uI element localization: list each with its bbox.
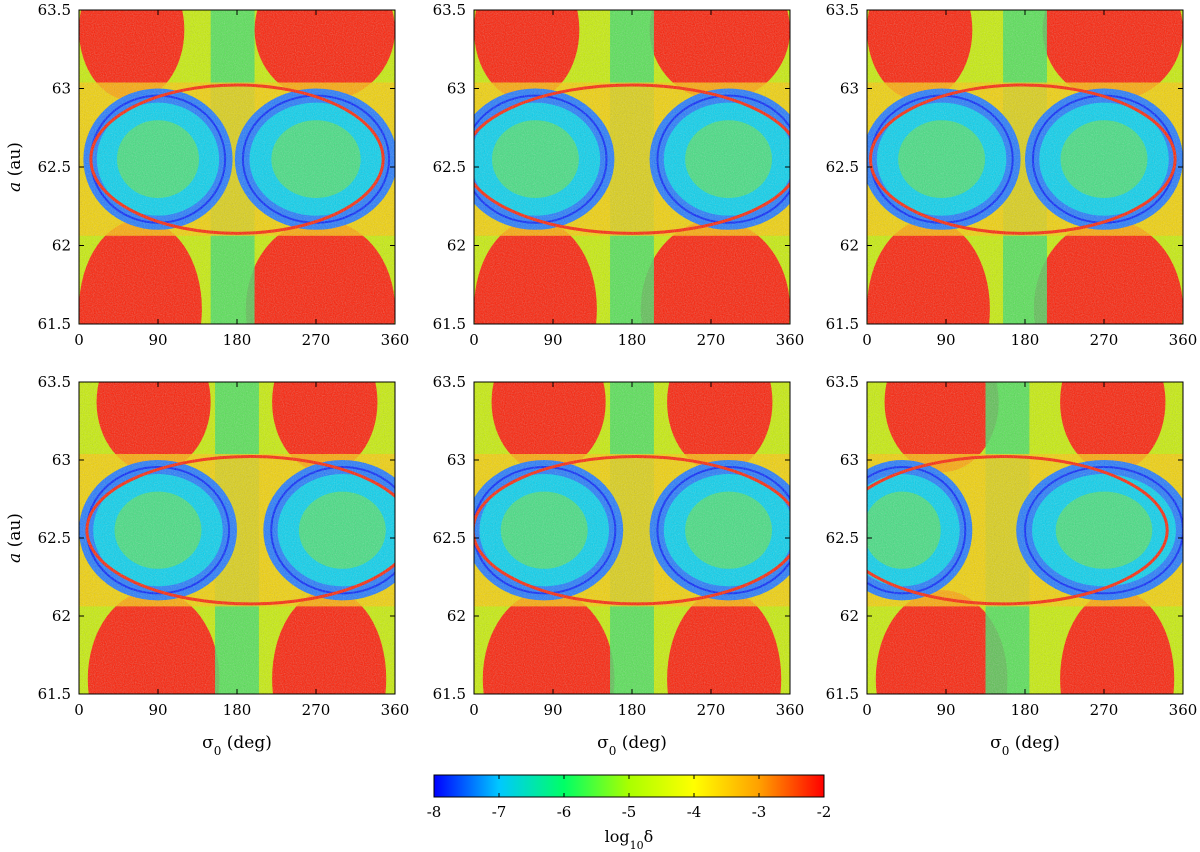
panel-grid: 0 90 180 270 360 61.5 62 62.5 63 63.5 0 90 180 270 360… xyxy=(38,1,1198,719)
panel-bottom-left: 0 90 180 270 360 61.5 62 62.5 63 63.5 xyxy=(38,373,410,719)
heatmap-top-right xyxy=(867,10,1183,324)
colorbar-label: log10δ xyxy=(605,827,654,852)
speckle-overlay xyxy=(474,10,790,324)
y-tick-label: 62 xyxy=(447,237,466,255)
y-axis-label: a (au) xyxy=(5,513,25,563)
x-tick-label: 270 xyxy=(697,331,726,349)
y-tick-label: 63.5 xyxy=(38,373,71,391)
heatmap-top-middle xyxy=(474,10,790,324)
speckle-overlay xyxy=(867,382,1183,694)
speckle-overlay xyxy=(867,10,1183,324)
panel-top-right: 0 90 180 270 360 61.5 62 62.5 63 63.5 xyxy=(826,1,1198,349)
y-tick-label: 61.5 xyxy=(433,315,466,333)
y-tick-label: 63.5 xyxy=(826,373,859,391)
colorbar-tick-label: -3 xyxy=(752,803,767,821)
x-tick-label: 0 xyxy=(862,701,872,719)
y-tick-label: 62 xyxy=(52,237,71,255)
panel-bottom-right: 0 90 180 270 360 61.5 62 62.5 63 63.5 xyxy=(826,373,1198,719)
x-tick-label: 360 xyxy=(381,701,410,719)
heatmap-top-left xyxy=(79,10,395,324)
panel-bottom-middle: 0 90 180 270 360 61.5 62 62.5 63 63.5 xyxy=(433,373,805,719)
x-tick-label: 360 xyxy=(1169,331,1198,349)
y-tick-label: 62 xyxy=(52,607,71,625)
x-tick-label: 0 xyxy=(74,701,84,719)
x-tick-label: 360 xyxy=(381,331,410,349)
x-tick-label: 90 xyxy=(936,331,955,349)
y-tick-label: 62 xyxy=(840,237,859,255)
y-tick-label: 61.5 xyxy=(433,685,466,703)
x-tick-label: 360 xyxy=(776,701,805,719)
y-tick-label: 61.5 xyxy=(38,685,71,703)
x-tick-label: 90 xyxy=(543,701,562,719)
y-tick-label: 63.5 xyxy=(433,373,466,391)
x-tick-label: 0 xyxy=(862,331,872,349)
colorbar-tick-label: -4 xyxy=(687,803,702,821)
x-tick-label: 0 xyxy=(469,701,479,719)
y-tick-label: 63 xyxy=(52,451,71,469)
x-tick-label: 180 xyxy=(618,331,647,349)
y-tick-label: 62.5 xyxy=(38,529,71,547)
y-tick-label: 61.5 xyxy=(826,685,859,703)
x-tick-label: 0 xyxy=(469,331,479,349)
y-tick-label: 63 xyxy=(447,451,466,469)
y-tick-label: 63.5 xyxy=(38,1,71,19)
x-tick-label: 180 xyxy=(223,701,252,719)
x-axis-label: σ0 (deg) xyxy=(597,733,667,758)
x-tick-label: 270 xyxy=(1090,701,1119,719)
x-tick-label: 90 xyxy=(148,701,167,719)
y-tick-label: 62.5 xyxy=(826,529,859,547)
x-tick-label: 90 xyxy=(543,331,562,349)
colorbar: -8 -7 -6 -5 -4 -3 -2 log10δ xyxy=(427,774,832,852)
x-axis-label: σ0 (deg) xyxy=(202,733,272,758)
heatmap-bottom-left xyxy=(79,382,395,694)
y-tick-label: 63 xyxy=(52,80,71,98)
x-tick-label: 90 xyxy=(148,331,167,349)
x-tick-label: 360 xyxy=(1169,701,1198,719)
y-tick-label: 62 xyxy=(447,607,466,625)
y-tick-label: 62.5 xyxy=(433,158,466,176)
y-tick-label: 62.5 xyxy=(38,158,71,176)
y-tick-label: 62.5 xyxy=(433,529,466,547)
y-tick-label: 63.5 xyxy=(826,1,859,19)
x-tick-label: 270 xyxy=(1090,331,1119,349)
y-tick-label: 63.5 xyxy=(433,1,466,19)
panel-top-middle: 0 90 180 270 360 61.5 62 62.5 63 63.5 xyxy=(433,1,805,349)
y-tick-label: 61.5 xyxy=(38,315,71,333)
x-tick-label: 180 xyxy=(618,701,647,719)
x-axis-labels: σ0 (deg) σ0 (deg) σ0 (deg) xyxy=(202,733,1060,758)
colorbar-tick-label: -8 xyxy=(427,803,442,821)
x-tick-label: 0 xyxy=(74,331,84,349)
x-tick-label: 270 xyxy=(302,331,331,349)
speckle-overlay xyxy=(79,382,395,694)
y-tick-label: 63 xyxy=(447,80,466,98)
y-tick-label: 63 xyxy=(840,80,859,98)
y-tick-label: 62.5 xyxy=(826,158,859,176)
x-tick-label: 180 xyxy=(1011,701,1040,719)
y-tick-label: 62 xyxy=(840,607,859,625)
colorbar-tick-label: -7 xyxy=(492,803,507,821)
speckle-overlay xyxy=(79,10,395,324)
speckle-overlay xyxy=(474,382,790,694)
colorbar-tick-label: -6 xyxy=(557,803,572,821)
colorbar-tick-label: -2 xyxy=(817,803,832,821)
y-tick-label: 61.5 xyxy=(826,315,859,333)
y-tick-label: 63 xyxy=(840,451,859,469)
x-tick-label: 90 xyxy=(936,701,955,719)
panel-top-left: 0 90 180 270 360 61.5 62 62.5 63 63.5 xyxy=(38,1,410,349)
x-tick-label: 180 xyxy=(1011,331,1040,349)
x-axis-label: σ0 (deg) xyxy=(990,733,1060,758)
x-tick-label: 270 xyxy=(302,701,331,719)
x-tick-label: 180 xyxy=(223,331,252,349)
colorbar-tick-label: -5 xyxy=(622,803,637,821)
heatmap-bottom-middle xyxy=(474,382,790,694)
x-tick-label: 270 xyxy=(697,701,726,719)
y-axis-label: a (au) xyxy=(5,142,25,192)
x-tick-label: 360 xyxy=(776,331,805,349)
y-axis-labels: a (au) a (au) xyxy=(5,142,25,563)
heatmap-bottom-right xyxy=(867,382,1183,694)
